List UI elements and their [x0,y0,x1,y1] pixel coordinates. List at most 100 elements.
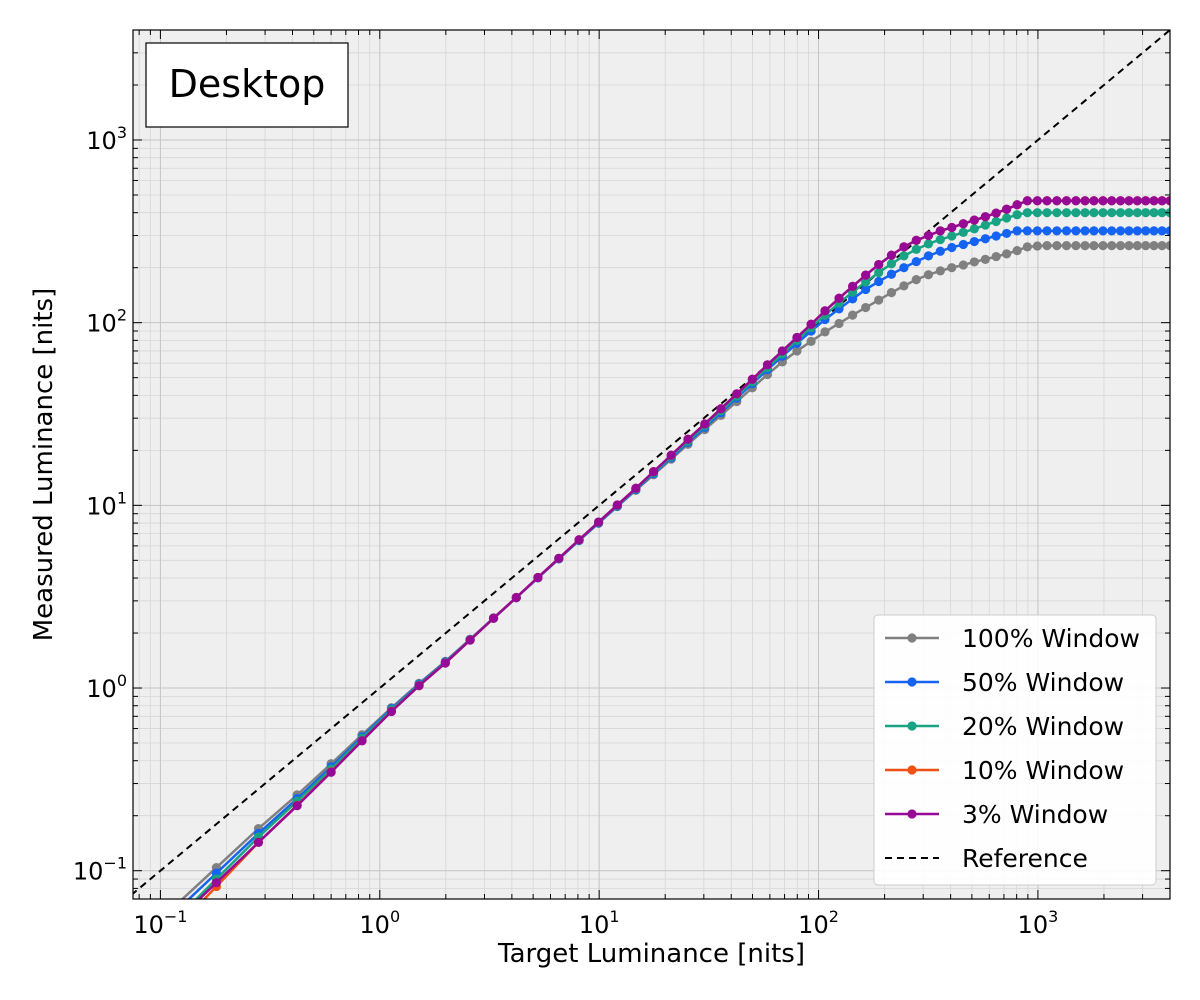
data-point-3pct-window [683,434,693,444]
legend-label-reference: Reference [962,844,1088,873]
data-point-50pct-window [886,269,897,279]
data-point-3pct-window [1032,196,1042,206]
data-point-50pct-window [1149,226,1159,236]
data-point-100pct-window [1124,241,1134,251]
data-point-3pct-window [1071,196,1081,206]
data-point-100pct-window [1089,241,1099,251]
data-point-3pct-window [861,270,871,280]
data-point-100pct-window [923,270,934,280]
y-tick-label: 102 [86,306,127,338]
data-point-3pct-window [923,230,934,241]
legend-marker-10pct-window [907,765,917,775]
data-point-50pct-window [1165,226,1170,236]
legend-label-100pct-window: 100% Window [962,624,1140,653]
data-point-20pct-window [899,251,909,261]
x-tick-label: 100 [359,907,400,939]
data-point-50pct-window [980,234,990,244]
data-point-3pct-window [980,212,990,222]
chart-title: Desktop [169,62,326,106]
data-point-3pct-window [1080,196,1090,206]
series-layer [133,30,1170,899]
data-point-20pct-window [886,259,897,269]
data-point-50pct-window [1032,226,1042,236]
data-point-3pct-window [969,215,979,225]
legend-label-50pct-window: 50% Window [962,668,1124,697]
data-point-50pct-window [1080,226,1090,236]
data-point-100pct-window [911,275,921,285]
data-point-3pct-window [326,767,336,777]
data-point-20pct-window [947,231,957,241]
data-point-100pct-window [1165,241,1170,251]
data-point-100pct-window [935,266,945,276]
data-point-3pct-window [991,208,1001,218]
data-point-100pct-window [1080,241,1090,251]
data-point-3pct-window [935,226,945,236]
data-point-20pct-window [861,277,871,287]
data-point-3pct-window [1149,196,1159,206]
data-point-20pct-window [1141,208,1151,218]
data-point-3pct-window [666,450,676,460]
data-point-3pct-window [899,242,909,252]
major-gridlines [133,30,1170,899]
data-point-3pct-window [593,517,604,527]
data-point-3pct-window [554,553,564,563]
data-point-3pct-window [612,500,622,510]
data-point-3pct-window [911,235,921,246]
y-tick-label: 10−1 [73,854,127,886]
data-point-20pct-window [1012,210,1022,220]
y-axis-label: Measured Luminance [nits] [29,288,59,642]
title-box: Desktop [145,42,349,128]
data-point-20pct-window [991,216,1001,227]
data-point-3pct-window [1132,196,1142,206]
data-point-100pct-window [1132,241,1142,251]
data-point-100pct-window [1042,241,1052,251]
data-point-20pct-window [1080,208,1090,218]
data-point-100pct-window [1061,241,1072,251]
data-point-100pct-window [1107,241,1117,251]
data-point-50pct-window [1022,226,1032,236]
legend-marker-3pct-window [907,809,917,819]
data-point-3pct-window [1002,204,1012,214]
data-point-3pct-window [947,222,957,233]
data-point-20pct-window [1052,208,1062,218]
data-point-100pct-window [834,318,844,329]
data-point-3pct-window [747,374,757,384]
data-point-100pct-window [792,346,802,356]
data-point-100pct-window [1032,241,1042,251]
data-point-3pct-window [386,706,397,717]
data-point-20pct-window [1107,208,1117,218]
data-point-50pct-window [1071,226,1081,236]
data-point-100pct-window [874,295,884,305]
data-point-20pct-window [1032,208,1042,218]
data-point-50pct-window [861,284,871,295]
legend: 100% Window 50% Window 20% Window 10% Windo… [873,614,1157,886]
data-point-50pct-window [1042,226,1052,236]
data-point-3pct-window [1012,200,1022,210]
data-point-20pct-window [1115,208,1126,218]
data-point-100pct-window [947,263,957,273]
data-point-50pct-window [911,256,921,267]
data-point-20pct-window [1089,208,1099,218]
legend-label-10pct-window: 10% Window [962,756,1124,785]
data-point-3pct-window [1115,196,1126,206]
x-axis-label: Target Luminance [nits] [497,939,805,969]
data-point-20pct-window [874,267,884,278]
data-point-20pct-window [1157,208,1167,218]
data-point-100pct-window [1141,241,1151,251]
data-point-50pct-window [947,242,957,253]
data-point-3pct-window [1165,196,1170,206]
data-point-3pct-window [777,346,787,356]
data-point-3pct-window [1022,196,1032,206]
data-point-100pct-window [820,327,830,337]
data-point-3pct-window [511,592,521,603]
data-point-100pct-window [1157,241,1167,251]
data-point-20pct-window [1124,208,1134,218]
data-point-3pct-window [1124,196,1134,206]
data-point-3pct-window [1061,196,1072,206]
data-point-50pct-window [1124,226,1134,236]
data-point-50pct-window [1141,226,1151,236]
data-point-3pct-window [716,404,726,414]
data-point-3pct-window [440,658,450,668]
data-point-3pct-window [848,281,858,291]
data-point-100pct-window [958,260,968,270]
